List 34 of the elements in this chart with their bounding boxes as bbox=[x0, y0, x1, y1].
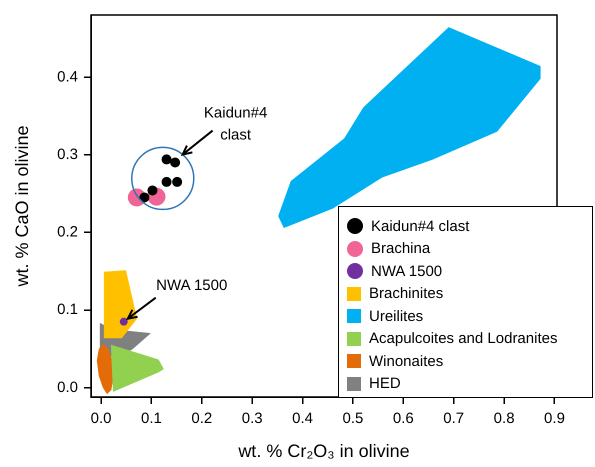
point bbox=[120, 318, 128, 326]
x-tick-label: 0.7 bbox=[443, 410, 464, 428]
y-tick-label: 0.4 bbox=[57, 68, 78, 86]
x-tick-label: 0.8 bbox=[494, 410, 515, 428]
point bbox=[139, 192, 150, 202]
legend-label: Brachinites bbox=[369, 285, 444, 302]
y-tick-label: 0.0 bbox=[57, 378, 78, 396]
point bbox=[147, 185, 158, 196]
point bbox=[170, 158, 180, 168]
x-tick-label: 0.5 bbox=[342, 410, 364, 428]
point bbox=[162, 176, 172, 187]
x-tick-label: 0.0 bbox=[90, 410, 112, 428]
legend-label: Kaidun#4 clast bbox=[371, 218, 470, 235]
series-label: Ureilites bbox=[369, 308, 424, 325]
x-tick-label: 0.2 bbox=[191, 410, 212, 428]
x-tick-label: 0.6 bbox=[392, 410, 414, 428]
y-tick-label: 0.1 bbox=[57, 301, 78, 318]
y-tick-label: 0.3 bbox=[57, 146, 78, 163]
x-tick-label: 0.9 bbox=[544, 410, 565, 428]
x-axis-title: wt. % Cr₂O₃ in olivine bbox=[237, 441, 410, 462]
legend-label: Winonaites bbox=[369, 352, 444, 370]
legend-label: NWA 1500 bbox=[371, 262, 442, 280]
x-tick-label: 0.3 bbox=[242, 410, 263, 428]
y-tick-label: 0.2 bbox=[57, 224, 78, 241]
annotation: NWA 1500 bbox=[156, 276, 228, 294]
legend-label: Brachina bbox=[371, 240, 430, 258]
legend-label: Acapulcoites and Lodranites bbox=[369, 330, 558, 348]
annotation: Kaidun#4 clast bbox=[204, 104, 268, 144]
point bbox=[172, 176, 182, 187]
y-axis-title: wt. % CaO in olivine bbox=[12, 125, 32, 288]
legend-label: HED bbox=[369, 375, 401, 392]
x-tick-label: 0.4 bbox=[292, 410, 314, 428]
point bbox=[162, 154, 172, 164]
x-tick-label: 0.1 bbox=[141, 410, 162, 428]
